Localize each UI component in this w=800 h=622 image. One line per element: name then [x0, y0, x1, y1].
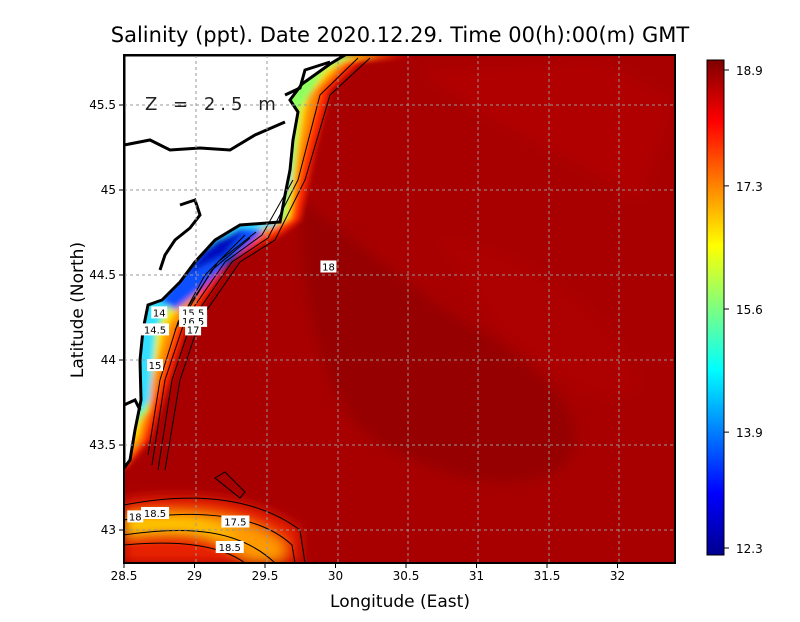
y-tick-label: 45.5 [89, 98, 116, 112]
contour-label: 18.5 [219, 543, 241, 554]
contour-label-box [151, 306, 168, 319]
contour-label: 15 [149, 361, 162, 372]
y-axis-label: Latitude (North) [68, 242, 88, 378]
x-axis: 28.5 29 29.5 30 30.5 31 31.5 32 [111, 563, 625, 583]
colorbar [706, 59, 725, 556]
y-tick-label: 44 [101, 353, 116, 367]
x-axis-label: Longitude (East) [330, 592, 470, 612]
contour-label: 16.5 [182, 317, 204, 328]
contour-label-box [215, 541, 244, 553]
contour-label: 14.5 [144, 325, 166, 336]
contour-label-box [185, 323, 202, 336]
colorbar-tick-label: 18.9 [736, 64, 763, 78]
y-axis: 43 43.5 44 44.5 45 45.5 [89, 98, 124, 537]
x-tick-label: 31.5 [534, 569, 561, 583]
colorbar-tick-label: 12.3 [736, 542, 763, 556]
contour-label-box [141, 323, 170, 336]
x-tick-label: 30.5 [393, 569, 420, 583]
x-tick-label: 31 [469, 569, 484, 583]
x-tick-label: 29 [187, 569, 202, 583]
contour-label-box [320, 260, 337, 273]
colorbar-ticks: 18.9 17.3 15.6 13.9 12.3 [724, 64, 763, 556]
contour-label: 18 [322, 263, 335, 274]
y-tick-label: 44.5 [89, 268, 116, 282]
y-tick-label: 43 [101, 523, 116, 537]
colorbar-tick-label: 17.3 [736, 180, 763, 194]
contour-label-box [221, 515, 250, 528]
plot-frame [123, 54, 676, 564]
contour-label: 15.5 [182, 308, 204, 319]
contour-label: 18.5 [144, 509, 166, 520]
contour-label: 17.5 [224, 518, 246, 529]
contour-label: 17 [187, 325, 200, 336]
contour-label-box [127, 510, 144, 523]
contour-label: 18 [129, 512, 142, 523]
x-tick-label: 30 [328, 569, 343, 583]
colorbar-tick-label: 13.9 [736, 426, 763, 440]
x-tick-label: 29.5 [252, 569, 279, 583]
contour-label: 14 [153, 308, 166, 319]
x-tick-label: 28.5 [111, 569, 138, 583]
x-tick-label: 32 [610, 569, 625, 583]
contour-label-box [147, 359, 164, 372]
depth-annotation: Z = 2.5 m [145, 94, 281, 115]
chart-title: Salinity (ppt). Date 2020.12.29. Time 00… [111, 23, 690, 47]
contour-lines [124, 57, 371, 563]
y-tick-label: 45 [101, 183, 116, 197]
contour-label-box [141, 507, 170, 519]
colorbar-tick-label: 15.6 [736, 303, 763, 317]
y-tick-label: 43.5 [89, 438, 116, 452]
